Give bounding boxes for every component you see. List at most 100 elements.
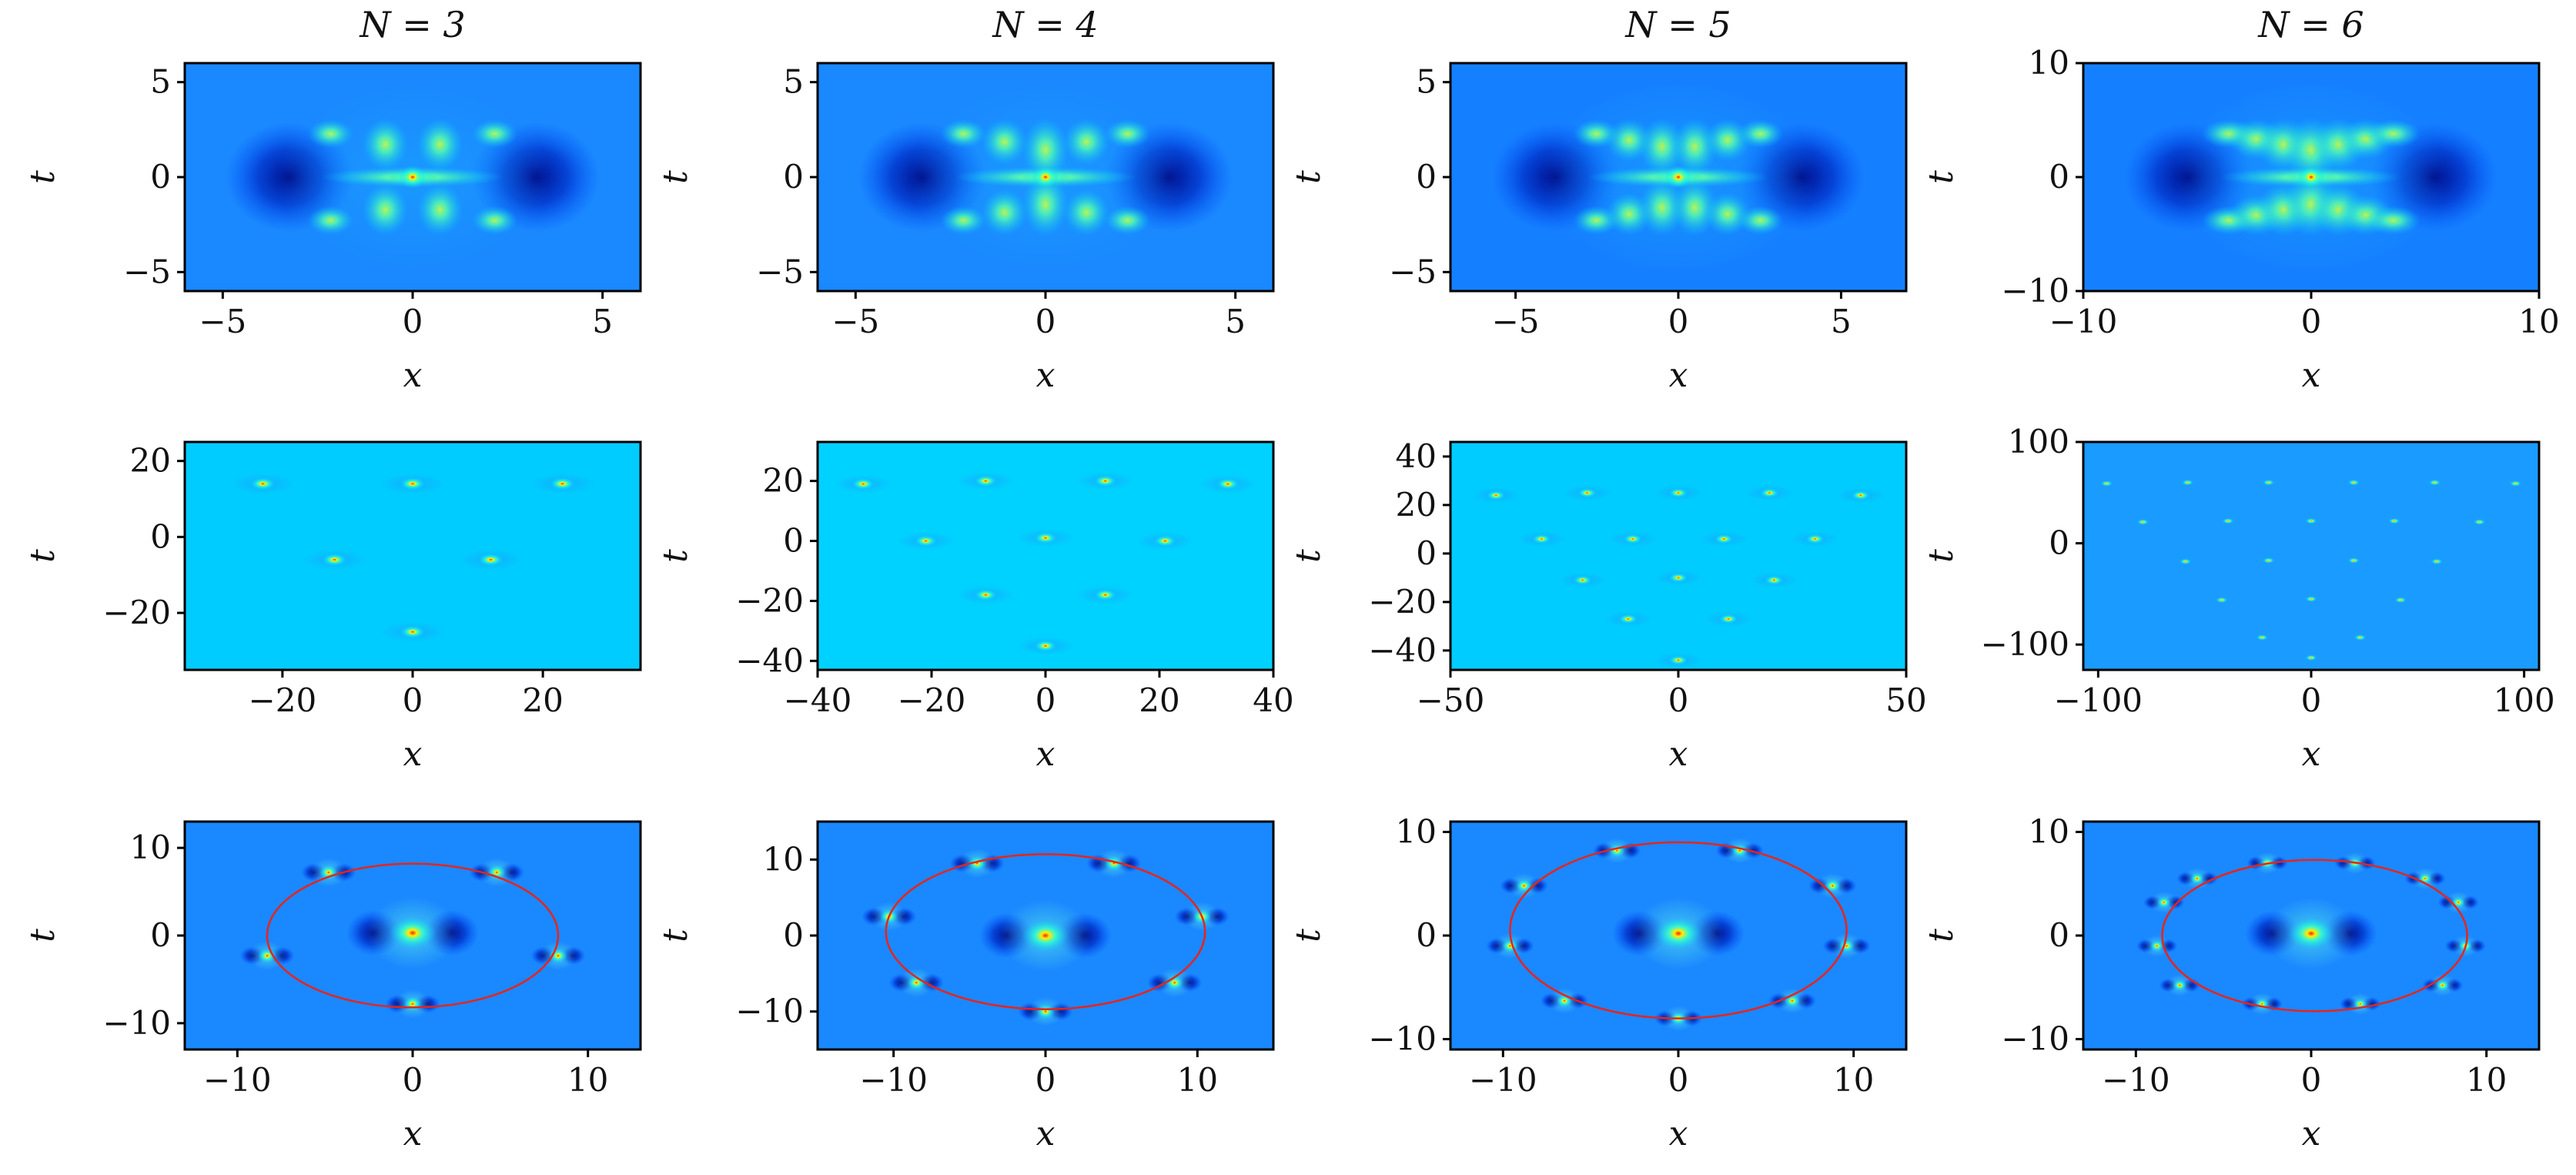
y-tick-label: −20 (102, 594, 171, 631)
heatmap-area (2083, 442, 2539, 670)
peak (2136, 519, 2149, 525)
peak (2305, 596, 2317, 602)
x-tick-label: 0 (2301, 303, 2322, 340)
panel-r3-c1: −10 0 10 10 0 −10 x t (23, 820, 642, 1153)
x-tick-label: −100 (2054, 681, 2143, 719)
y-tick-label: 5 (1416, 63, 1437, 101)
peak (321, 553, 348, 567)
x-tick-label: −10 (203, 1061, 272, 1099)
y-axis-label: t (656, 549, 695, 563)
x-tick-label: −40 (784, 681, 852, 719)
heatmap-area (185, 63, 641, 291)
x-tick-label: −10 (2049, 303, 2118, 340)
panel-r2-c1: −20 0 20 20 0 −20 x t (23, 440, 642, 774)
y-tick-label: 0 (2049, 158, 2069, 196)
y-tick-label: 20 (1396, 486, 1437, 524)
heatmap-area (1450, 442, 1906, 670)
panel-r2-c2: −40 −20 0 20 40 20 0 −20 −40 x t (656, 440, 1294, 774)
lobe (307, 119, 354, 149)
x-tick-label: −10 (859, 1061, 928, 1099)
heatmap-area (818, 822, 1273, 1049)
x-tick-label: −5 (199, 303, 246, 340)
x-tick-label: 0 (403, 681, 423, 719)
column-titles: N = 3 N = 4 N = 5 N = 6 (359, 4, 2364, 45)
peak (2263, 557, 2275, 564)
x-tick-label: −20 (249, 681, 317, 719)
panel-r1-c2: −5 0 5 5 0 −5 x t (656, 62, 1275, 395)
peak (2256, 634, 2268, 641)
x-axis-label: x (1669, 1114, 1688, 1153)
peak (2173, 979, 2187, 991)
x-tick-label: 5 (1225, 303, 1246, 340)
x-axis-label: x (1036, 1114, 1055, 1153)
x-tick-label: 0 (1035, 1061, 1056, 1099)
y-tick-label: 20 (763, 462, 804, 500)
peak (2182, 479, 2194, 486)
y-axis-label: t (1289, 170, 1328, 184)
lobe (307, 206, 354, 235)
x-tick-label: −5 (1492, 303, 1540, 340)
lobe (1737, 119, 1784, 149)
peak (403, 996, 422, 1012)
y-tick-label: 40 (1396, 437, 1437, 475)
x-axis-label: x (2302, 1114, 2321, 1153)
peak (974, 475, 998, 487)
peak (400, 477, 426, 490)
peak (400, 625, 426, 638)
peak (914, 535, 938, 547)
peak (1759, 487, 1779, 498)
peak (1216, 478, 1239, 490)
x-tick-label: 10 (2518, 303, 2559, 340)
peak (1618, 614, 1638, 624)
peak (1668, 573, 1688, 583)
lobe (417, 183, 463, 236)
y-tick-label: 10 (763, 840, 804, 878)
lobe (1639, 179, 1685, 236)
heatmap-area (1450, 822, 1906, 1049)
x-tick-label: 0 (1668, 1061, 1689, 1099)
x-axis-label: x (1669, 356, 1688, 395)
peak (2430, 558, 2443, 564)
x-axis-label: x (1669, 735, 1688, 774)
peak (1608, 844, 1625, 857)
peak (2305, 654, 2317, 661)
red-ellipse-curve (2161, 859, 2468, 1013)
x-axis-label: x (403, 1114, 423, 1153)
y-tick-label: 0 (1416, 916, 1437, 954)
heatmap-area (185, 442, 641, 670)
peak (1502, 939, 1518, 952)
lobe (2366, 119, 2421, 149)
lobe (1022, 172, 1069, 236)
panel-r3-c2: −10 0 10 10 0 −10 x t (656, 820, 1275, 1153)
y-tick-label: −40 (735, 641, 804, 679)
x-axis-label: x (2302, 735, 2321, 774)
peak (1764, 575, 1784, 585)
y-axis-label: t (1289, 929, 1328, 942)
peak (1093, 475, 1117, 487)
x-tick-label: −20 (898, 681, 966, 719)
y-axis-label: t (1922, 549, 1961, 563)
x-axis-label: x (403, 356, 423, 395)
peak (1668, 487, 1688, 498)
peak (2222, 517, 2234, 524)
lobe (1737, 206, 1784, 235)
y-tick-label: 0 (783, 522, 804, 560)
y-tick-label: 0 (783, 916, 804, 954)
y-tick-label: −10 (1368, 1020, 1437, 1058)
y-tick-label: −10 (102, 1004, 171, 1042)
red-ellipse-curve (885, 853, 1206, 1010)
heatmap-area (818, 442, 1273, 670)
peak (1556, 994, 1573, 1008)
peak (1838, 939, 1855, 952)
x-tick-label: 100 (2494, 681, 2555, 719)
y-axis-label: t (23, 549, 62, 563)
lobe (1022, 118, 1069, 182)
y-tick-label: −5 (123, 253, 171, 290)
y-tick-label: −10 (2001, 1020, 2069, 1058)
lobe (940, 206, 987, 235)
x-axis-label: x (2302, 356, 2321, 395)
peak (2474, 519, 2486, 525)
peak (1784, 994, 1801, 1008)
x-tick-label: 20 (1139, 681, 1179, 719)
